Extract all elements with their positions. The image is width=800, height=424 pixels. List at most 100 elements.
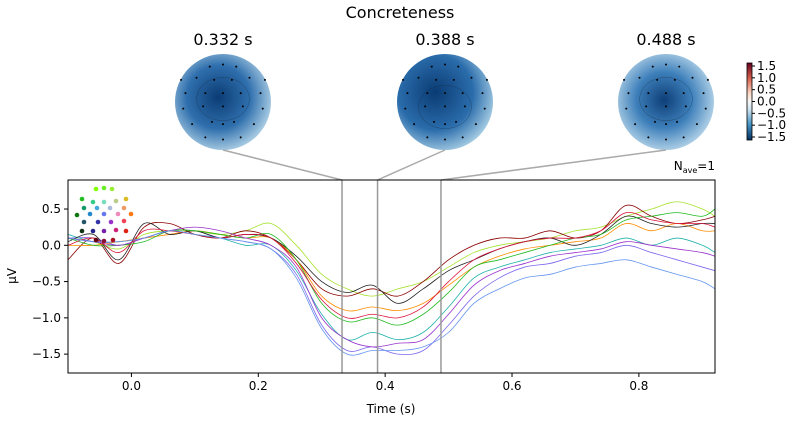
topomap-contour: [418, 85, 472, 129]
connector-line: [440, 149, 667, 181]
channel-trace: [68, 226, 715, 348]
sensor-dot: [239, 92, 242, 95]
sensor-dot: [404, 107, 407, 110]
sensor-dot: [452, 78, 455, 81]
sensor-position-dot: [101, 199, 107, 205]
sensor-position-dot: [121, 205, 127, 211]
sensor-dot: [444, 63, 446, 66]
channel-trace: [68, 223, 715, 312]
topomap: 0.488 s: [618, 30, 714, 150]
nave-annotation: Nave=1: [674, 159, 715, 175]
sensor-position-dot: [93, 237, 99, 243]
y-tick-label: 0.5: [42, 202, 61, 216]
sensor-dot: [235, 65, 238, 68]
sensor-dot: [195, 76, 198, 79]
evoked-traces: [68, 201, 715, 356]
sensor-dot: [457, 65, 460, 68]
sensor-dot: [623, 78, 626, 81]
sensor-position-dot: [81, 205, 87, 211]
sensor-position-dot: [113, 198, 119, 204]
sensor-dot: [426, 92, 429, 95]
channel-trace: [68, 229, 715, 355]
sensor-dot: [702, 92, 705, 95]
nave-prefix: N: [674, 159, 683, 173]
sensor-position-dot: [123, 196, 129, 202]
channel-trace: [68, 230, 715, 356]
sensor-dot: [474, 123, 477, 126]
sensor-position-dot: [101, 238, 107, 244]
sensor-dot: [695, 123, 698, 126]
sensor-dot: [444, 123, 446, 126]
time-connector-lines: [222, 149, 667, 181]
sensor-dot: [413, 123, 416, 126]
colorbar-tick-label: 1.0: [757, 71, 776, 85]
topomap-time-label: 0.488 s: [636, 30, 695, 49]
sensor-dot: [261, 107, 264, 110]
nave-subscript: ave: [683, 166, 698, 175]
connector-line: [377, 149, 446, 181]
sensor-position-dot: [79, 228, 85, 234]
sensor-position-dot: [123, 228, 129, 234]
sensor-position-dot: [90, 199, 96, 205]
colorbar-tick-label: −1.0: [757, 118, 786, 132]
nave-suffix: =1: [697, 159, 715, 173]
sensor-dot: [184, 92, 187, 95]
sensor-dot: [682, 136, 685, 139]
sensor-dot: [233, 120, 236, 123]
sensor-dot: [673, 78, 676, 81]
sensor-dot: [455, 120, 458, 123]
sensor-position-dot: [81, 219, 87, 225]
sensor-dot: [625, 107, 628, 110]
sensor-position-dot: [79, 196, 85, 202]
sensor-dot: [444, 92, 446, 95]
sensor-dot: [432, 120, 435, 123]
channel-trace: [68, 204, 715, 297]
topomap-time-label: 0.388 s: [415, 30, 474, 49]
sensor-dot: [259, 92, 262, 95]
topomap: 0.332 s: [175, 30, 271, 150]
sensor-dot: [202, 105, 205, 108]
sensor-position-dot: [95, 219, 101, 225]
sensor-dot: [406, 92, 409, 95]
sensor-dot: [208, 65, 211, 68]
sensor-position-dot: [109, 186, 115, 192]
colorbar-tick-label: 0.5: [757, 83, 776, 97]
sensor-dot: [647, 92, 650, 95]
colorbar-tick-label: −1.5: [757, 130, 786, 144]
sensor-dot: [444, 138, 446, 141]
sensor-dot: [485, 78, 488, 81]
sensor-dot: [470, 76, 473, 79]
colorbar-tick-label: 1.5: [757, 59, 776, 73]
sensor-position-dot: [121, 218, 127, 224]
y-tick-label: −0.5: [32, 275, 61, 289]
channel-trace: [68, 208, 715, 326]
sensor-dot: [222, 63, 224, 66]
y-tick-label: −1.5: [32, 347, 61, 361]
colorbar: 1.51.00.50.0−0.5−1.0−1.5: [746, 59, 786, 144]
sensor-dot: [706, 78, 709, 81]
sensor-position-dot: [101, 211, 107, 217]
sensor-dot: [645, 105, 648, 108]
sensor-position-dot: [108, 219, 114, 225]
x-tick-label: 0.8: [629, 379, 648, 393]
sensor-position-dot: [115, 211, 121, 217]
sensor-dot: [647, 136, 650, 139]
sensor-dot: [684, 105, 687, 108]
sensor-dot: [248, 76, 251, 79]
sensor-position-dot: [74, 212, 80, 218]
sensor-position-dot: [94, 205, 100, 211]
sensor-dot: [653, 120, 656, 123]
sensor-position-dot: [113, 227, 119, 233]
sensor-position-dot: [93, 186, 99, 192]
sensor-position-dot: [128, 211, 134, 217]
sensor-dot: [230, 78, 233, 81]
connector-line: [222, 149, 343, 181]
sensor-dot: [252, 123, 255, 126]
sensor-dot: [204, 136, 207, 139]
sensor-position-dot: [110, 237, 116, 243]
sensor-position-dot: [101, 185, 107, 191]
sensor-dot: [627, 92, 630, 95]
sensor-dot: [463, 105, 466, 108]
sensor-dot: [691, 76, 694, 79]
sensor-dot: [461, 136, 464, 139]
